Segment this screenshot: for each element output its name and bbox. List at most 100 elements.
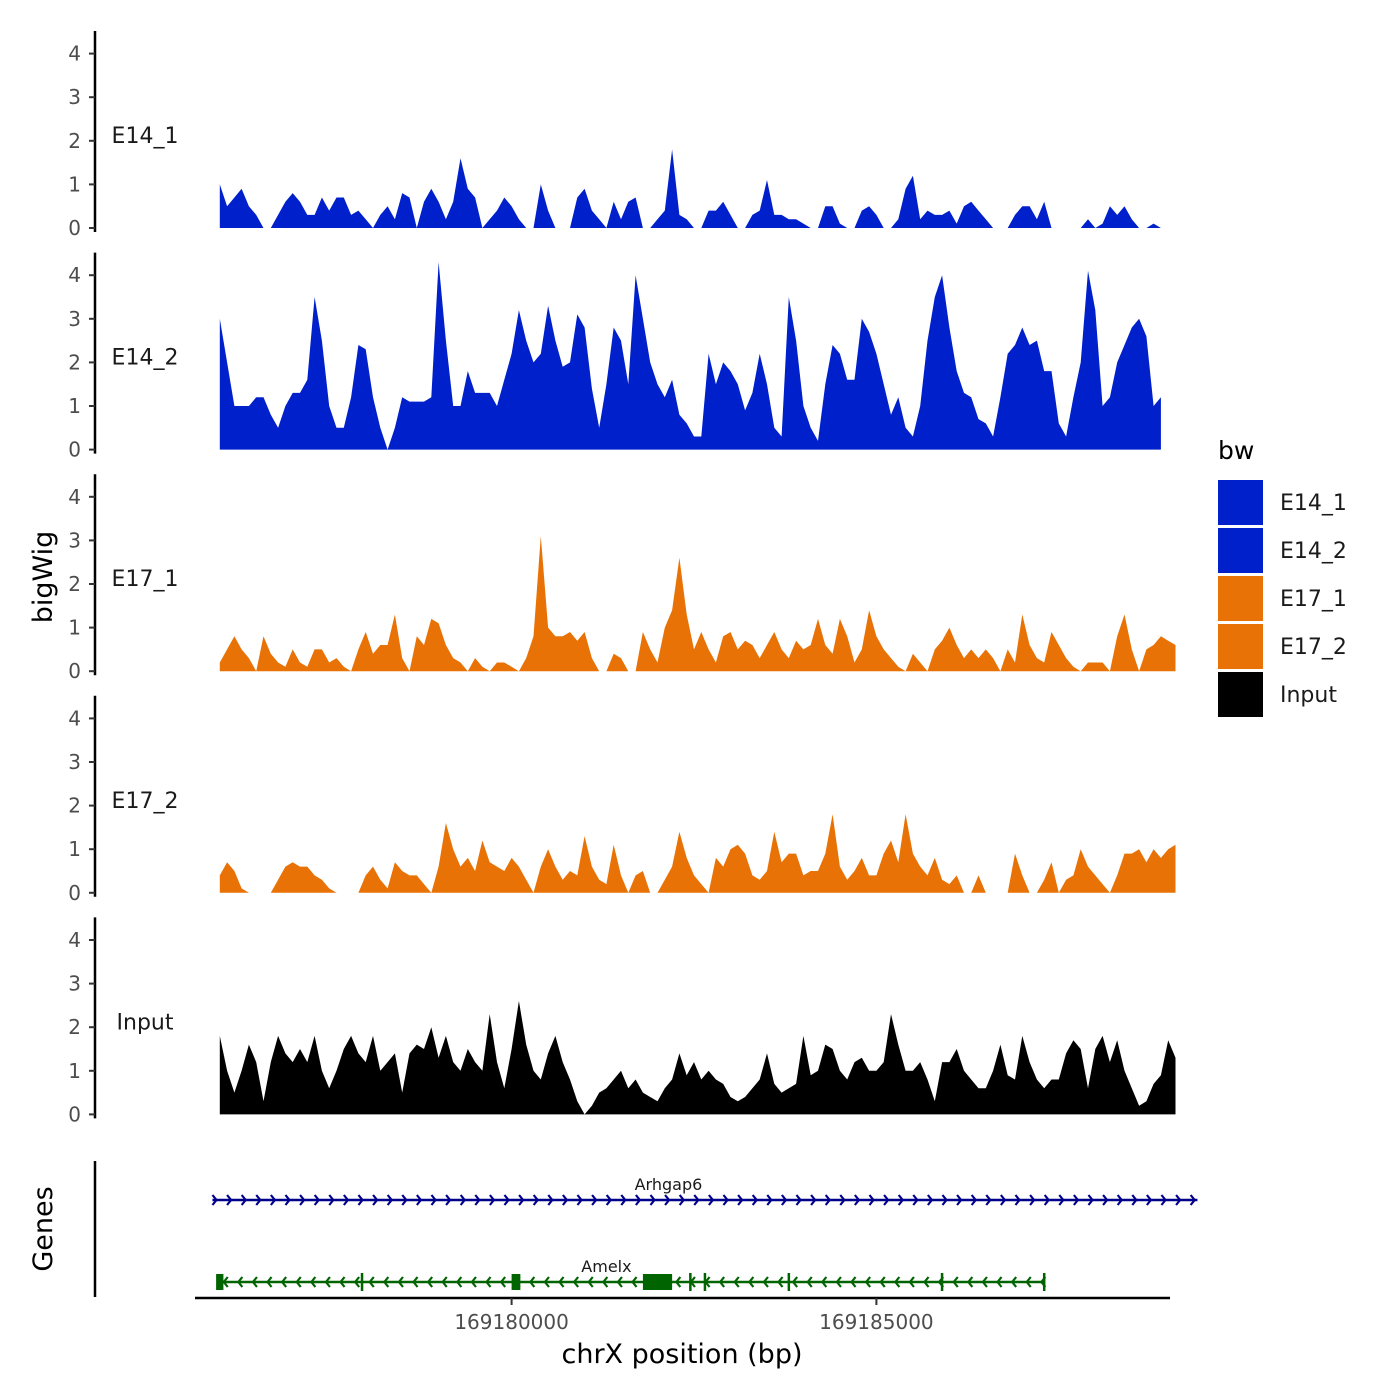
legend-label-E17_2: E17_2 [1280,635,1347,660]
strand-arrow [313,1194,321,1206]
strand-arrow [605,1194,613,1206]
strand-arrow [1029,1194,1036,1206]
strand-arrow [708,1194,715,1206]
x-tick-label: 169180000 [454,1310,569,1334]
strand-arrow [324,1276,331,1288]
strand-arrow [1073,1194,1080,1206]
legend-label-E17_1: E17_1 [1280,587,1347,612]
strand-arrow [445,1194,452,1206]
tracks-layer: 0 1 2 3 4 E14_1 0 1 2 3 4 E14_2 0 1 2 3 4 E17_1 0 1 2 3 4 E17_2… [68,31,1191,1126]
strand-arrow [893,1276,901,1288]
strand-arrow [795,1194,802,1206]
y-tick-label: 3 [68,307,81,331]
strand-arrow [1058,1194,1065,1206]
y-tick-label: 2 [68,794,81,818]
y-tick-label: 1 [68,837,81,861]
strand-arrow [941,1194,948,1206]
strand-arrow [839,1194,846,1206]
strand-arrow [751,1194,759,1206]
strand-arrow [1025,1276,1032,1288]
strand-arrow [441,1276,448,1288]
strand-arrow [766,1194,773,1206]
track-E17_1: 0 1 2 3 4 E17_1 [68,474,1176,683]
strand-arrow [616,1276,623,1288]
strand-arrow [737,1194,744,1206]
strand-arrow [236,1276,244,1288]
y-tick-label: 3 [68,528,81,552]
strand-arrow [532,1194,540,1206]
track-label: E14_2 [112,346,179,371]
strand-arrow [791,1276,799,1288]
y-tick-label: 2 [68,350,81,374]
y-tick-label: 0 [68,438,81,462]
strand-arrow [455,1276,463,1288]
strand-arrow [412,1276,419,1288]
y-tick-label: 3 [68,85,81,109]
strand-arrow [897,1194,905,1206]
track-E14_2: 0 1 2 3 4 E14_2 [68,252,1161,462]
strand-arrow [854,1194,861,1206]
strand-arrow [1175,1194,1182,1206]
strand-arrow [762,1276,769,1288]
strand-arrow [781,1194,788,1206]
strand-arrow [879,1276,886,1288]
strand-arrow [280,1276,288,1288]
strand-arrow [309,1276,317,1288]
strand-arrow [1014,1194,1021,1206]
strand-arrow [777,1276,784,1288]
strand-arrow [835,1276,842,1288]
strand-arrow [222,1276,229,1288]
strand-arrow [499,1276,507,1288]
strand-arrow [850,1276,857,1288]
area-E17_1 [219,536,1176,672]
y-tick-label: 0 [68,216,81,240]
legend-swatch-Input [1218,672,1263,717]
strand-arrow [426,1276,434,1288]
strand-arrow [401,1194,408,1206]
strand-arrow [952,1276,959,1288]
strand-arrow [970,1194,978,1206]
strand-arrow [820,1276,828,1288]
strand-arrow [649,1194,656,1206]
track-label: E17_2 [112,789,179,814]
x-axis-title: chrX position (bp) [561,1339,802,1370]
y-tick-label: 1 [68,394,81,418]
legend-swatch-E17_1 [1218,576,1263,621]
strand-arrow [562,1194,569,1206]
genes-track: Genes Arhgap6 Amelx [28,1161,1198,1297]
strand-arrow [416,1194,423,1206]
strand-arrow [883,1194,890,1206]
legend-label-E14_1: E14_1 [1280,491,1347,516]
x-axis: chrX position (bp) 169180000 169185000 [195,1296,1170,1370]
y-tick-label: 4 [68,485,81,509]
strand-arrow [1116,1194,1124,1206]
x-tick-label: 169185000 [819,1310,934,1334]
strand-arrow [923,1276,930,1288]
legend-swatch-E17_2 [1218,624,1263,669]
strand-arrow [284,1194,291,1206]
strand-arrow [912,1194,919,1206]
strand-arrow [543,1276,550,1288]
strand-arrow [927,1194,934,1206]
legend: bw E14_1 E14_2 E17_1 E17_2 Input [1218,436,1347,717]
strand-arrow [868,1194,875,1206]
strand-arrow [996,1276,1003,1288]
strand-arrow [382,1276,390,1288]
y-tick-label: 2 [68,1015,81,1039]
strand-arrow [211,1194,218,1206]
strand-arrow [620,1194,627,1206]
strand-arrow [430,1194,437,1206]
strand-arrow [459,1194,467,1206]
legend-swatch-E14_1 [1218,480,1263,525]
strand-arrow [718,1276,726,1288]
strand-arrow [353,1276,361,1288]
strand-arrow [601,1276,609,1288]
strand-arrow [956,1194,963,1206]
genes-axis-title: Genes [28,1186,59,1271]
y-tick-label: 1 [68,172,81,196]
strand-arrow [733,1276,740,1288]
strand-arrow [576,1194,583,1206]
strand-arrow [270,1194,277,1206]
strand-arrow [397,1276,404,1288]
y-axis-title: bigWig [28,531,59,624]
